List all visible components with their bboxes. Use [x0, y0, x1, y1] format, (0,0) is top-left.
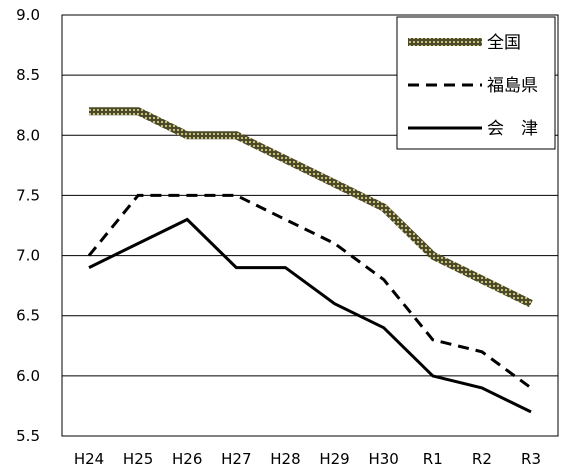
legend-label-2: 福島県 [487, 76, 538, 96]
plot-frame [61, 14, 559, 437]
y-axis-tick-labels: 5.5 6.0 6.5 7.0 7.5 8.0 8.5 9.0 [16, 6, 40, 445]
series-line-2 [87, 193, 532, 390]
x-tick-label: R1 [423, 450, 443, 468]
series-line-3 [88, 217, 532, 414]
x-tick-label: H28 [270, 450, 300, 468]
x-tick-label: H26 [172, 450, 202, 468]
x-tick-label: R3 [521, 450, 541, 468]
y-tick-label: 6.5 [16, 307, 40, 325]
y-tick-label: 7.5 [16, 186, 40, 204]
x-tick-label: H24 [74, 450, 104, 468]
y-tick-label: 6.0 [16, 367, 40, 385]
legend-label-1: 全国 [487, 33, 521, 53]
x-tick-label: H25 [123, 450, 153, 468]
series-line-1 [89, 107, 533, 308]
legend-label-3: 会 津 [487, 119, 538, 139]
x-tick-label: R2 [472, 450, 492, 468]
y-tick-label: 7.0 [16, 247, 40, 265]
x-tick-label: H30 [368, 450, 398, 468]
series-lines [87, 107, 533, 414]
y-tick-label: 8.0 [16, 126, 40, 144]
grid-lines [62, 14, 558, 437]
x-tick-label: H27 [221, 450, 251, 468]
y-tick-label: 8.5 [16, 66, 40, 84]
x-tick-label: H29 [319, 450, 349, 468]
y-tick-label: 9.0 [16, 6, 40, 24]
y-tick-label: 5.5 [16, 427, 40, 445]
x-axis-tick-labels: H24 H25 H26 H27 H28 H29 H30 R1 R2 R3 [74, 450, 541, 468]
